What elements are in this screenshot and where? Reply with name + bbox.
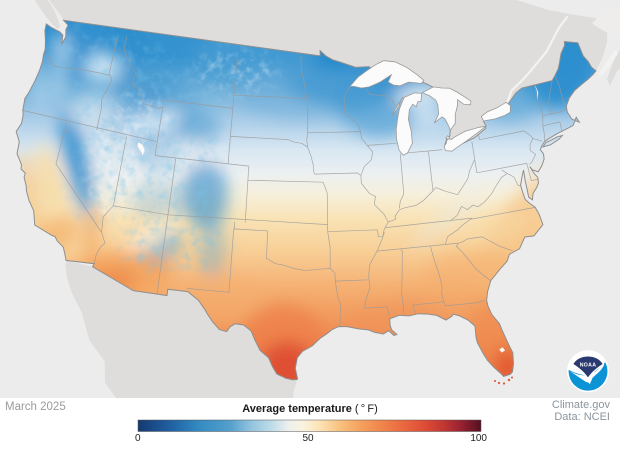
svg-text:NOAA: NOAA: [580, 363, 596, 369]
